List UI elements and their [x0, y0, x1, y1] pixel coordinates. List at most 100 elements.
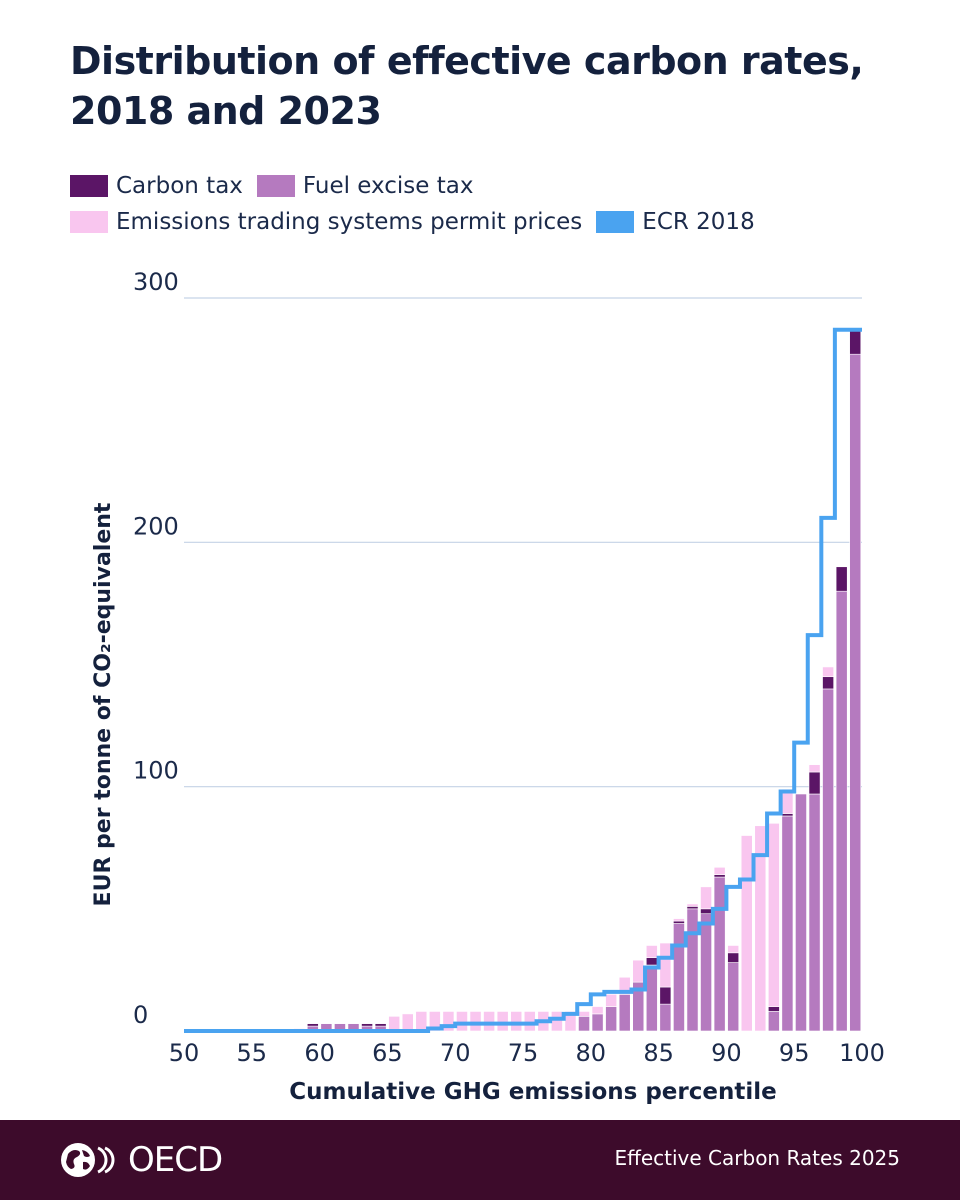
bar-ctax-95: [781, 813, 794, 817]
chart-title: Distribution of effective carbon rates, …: [70, 39, 864, 133]
bar-fuel-100: [849, 353, 862, 1032]
footer-bar: OECD Effective Carbon Rates 2025: [0, 1120, 960, 1200]
bar-ctax-89: [700, 908, 712, 915]
x-tick-label: 55: [237, 1039, 268, 1067]
bar-fuel-98: [822, 688, 834, 1032]
bar-fuel-86: [659, 1003, 672, 1032]
bar-ctax-64: [361, 1023, 373, 1027]
chart-legend: Carbon tax Fuel excise tax Emissions tra…: [70, 168, 930, 240]
bar-fuel-90: [713, 876, 726, 1032]
bar-ets-82: [605, 994, 617, 1007]
bar-ets-71: [456, 1011, 468, 1032]
legend-item-ecr-2018: ECR 2018: [596, 209, 755, 235]
bar-ets-94: [768, 823, 780, 1007]
x-tick-label: 95: [779, 1039, 810, 1067]
oecd-logo: OECD: [58, 1138, 223, 1182]
legend-label-ecr-2018: ECR 2018: [642, 209, 755, 235]
bar-fuel-85: [645, 964, 658, 1032]
bar-ets-66: [388, 1016, 401, 1032]
bar-ctax-65: [374, 1023, 387, 1027]
bar-ets-67: [401, 1013, 414, 1032]
bar-ets-80: [578, 1011, 590, 1017]
bar-fuel-87: [673, 923, 685, 1032]
legend-label-carbon-tax: Carbon tax: [116, 173, 243, 199]
bar-ctax-94: [768, 1006, 780, 1012]
bar-fuel-80: [578, 1016, 590, 1032]
bar-fuel-82: [605, 1006, 617, 1032]
legend-swatch-fuel-excise-tax: [256, 175, 295, 197]
legend-label-fuel-excise-tax: Fuel excise tax: [302, 173, 474, 199]
bar-ets-75: [510, 1011, 523, 1032]
bar-ets-79: [564, 1011, 577, 1032]
y-tick-label: 0: [133, 1001, 148, 1029]
x-tick-label: 80: [576, 1039, 607, 1067]
bar-fuel-88: [686, 908, 699, 1032]
bar-ets-87: [673, 918, 685, 922]
bar-ets-70: [442, 1011, 455, 1032]
bar-ets-84: [632, 959, 645, 983]
bar-ets-81: [591, 1006, 604, 1015]
bar-ets-89: [700, 886, 712, 910]
bar-ets-91: [727, 945, 740, 954]
bar-ets-92: [740, 835, 753, 1032]
x-tick-label: 85: [643, 1039, 674, 1067]
bar-ctax-86: [659, 986, 672, 1005]
x-tick-label: 75: [508, 1039, 539, 1067]
x-tick-label: 90: [711, 1039, 742, 1067]
x-axis-title: Cumulative GHG emissions percentile: [289, 1079, 776, 1105]
bar-ets-73: [483, 1011, 495, 1032]
bar-ctax-100: [849, 329, 862, 355]
bar-fuel-91: [727, 962, 740, 1032]
y-axis-title: EUR per tonne of CO₂-equivalent: [91, 502, 116, 906]
legend-label-ets: Emissions trading systems permit prices: [116, 209, 583, 235]
bar-ets-68: [415, 1011, 428, 1032]
legend-item-fuel-excise-tax: Fuel excise tax: [256, 173, 474, 199]
legend-item-ets: Emissions trading systems permit prices: [70, 209, 582, 235]
legend-item-carbon-tax: Carbon tax: [70, 173, 243, 199]
x-tick-label: 100: [839, 1039, 885, 1067]
bar-ctax-60: [306, 1023, 319, 1027]
bar-ets-98: [822, 666, 834, 678]
legend-row-2: Emissions trading systems permit prices …: [70, 204, 930, 240]
oecd-logo-text: OECD: [128, 1140, 223, 1180]
x-tick-label: 65: [372, 1039, 403, 1067]
bar-ctax-99: [835, 566, 848, 592]
bar-ets-86: [659, 942, 672, 988]
bar-ets-78: [551, 1011, 563, 1032]
bar-fuel-99: [835, 590, 848, 1032]
y-tick-label: 200: [133, 512, 179, 540]
y-tick-label: 100: [133, 757, 179, 785]
bar-ctax-87: [673, 920, 685, 924]
legend-swatch-ecr-2018: [596, 211, 635, 233]
bar-ets-83: [618, 976, 631, 995]
bar-ctax-88: [686, 906, 699, 910]
bar-ets-97: [808, 764, 821, 773]
x-tick-label: 50: [169, 1039, 200, 1067]
bar-ets-88: [686, 903, 699, 907]
bar-ets-85: [645, 945, 658, 959]
bar-ets-72: [469, 1011, 482, 1032]
x-tick-label: 60: [304, 1039, 335, 1067]
bar-fuel-96: [795, 793, 807, 1032]
bar-ets-74: [496, 1011, 509, 1032]
x-tick-label: 70: [440, 1039, 471, 1067]
y-tick-label: 300: [133, 268, 179, 296]
bar-ets-69: [429, 1011, 441, 1032]
bar-fuel-95: [781, 815, 794, 1032]
bar-fuel-89: [700, 913, 712, 1032]
chart-plot: 0 100 200 300 50 55 60 65 70 75 80 85 90 95 100 Cumulat…: [91, 268, 885, 1105]
bar-ets-90: [713, 866, 726, 875]
legend-swatch-carbon-tax: [70, 175, 108, 197]
bar-fuel-94: [768, 1011, 780, 1032]
ecr-2018-line: [184, 327, 862, 1033]
bar-ctax-91: [727, 952, 740, 963]
bar-ctax-97: [808, 771, 821, 795]
bar-ets-76: [523, 1011, 536, 1032]
bar-ctax-85: [645, 957, 658, 966]
bar-ets-93: [754, 825, 767, 1032]
footer-source: Effective Carbon Rates 2025: [614, 1146, 900, 1170]
legend-swatch-ets: [70, 211, 108, 233]
bar-fuel-81: [591, 1013, 604, 1032]
bar-fuel-83: [618, 994, 631, 1032]
bar-ctax-90: [713, 874, 726, 878]
